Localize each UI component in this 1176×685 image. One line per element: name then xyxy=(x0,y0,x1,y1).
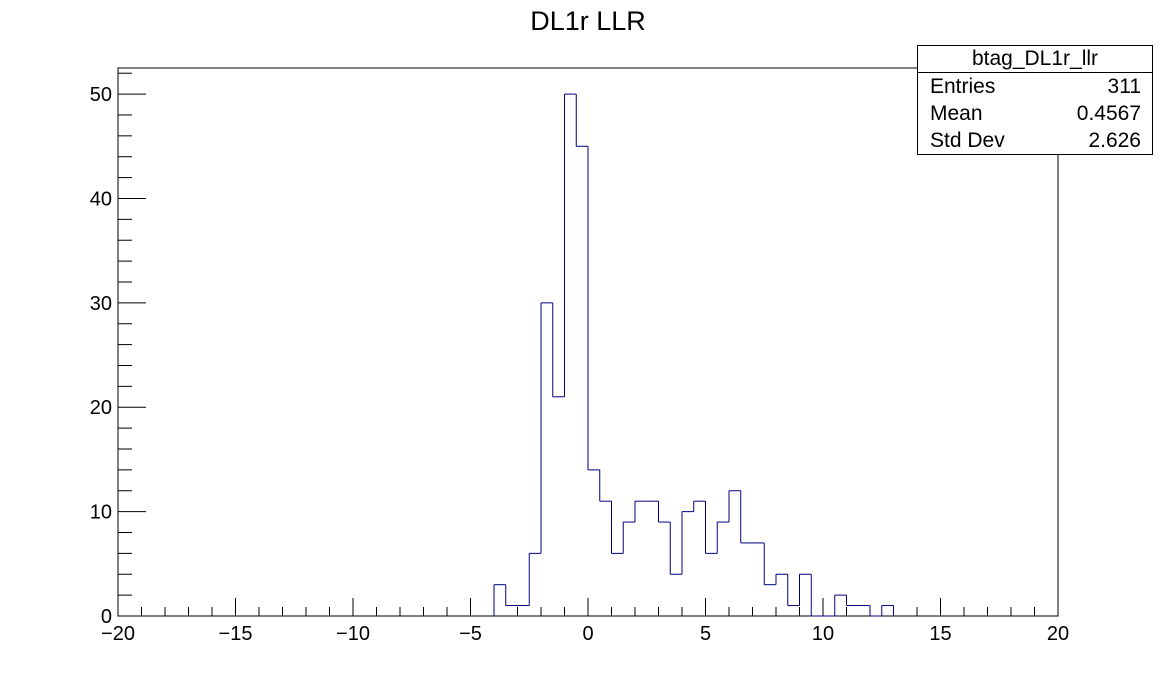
chart-title: DL1r LLR xyxy=(530,6,646,36)
stats-stddev-value: 2.626 xyxy=(1088,129,1141,152)
stats-stddev-label: Std Dev xyxy=(930,129,1005,152)
x-tick-label: 15 xyxy=(929,623,951,645)
y-tick-label: 10 xyxy=(90,502,112,524)
plot-axes: −20 −15 −10 −5 0 5 10 15 20 0 10 20 30 40 50 xyxy=(90,67,1069,645)
histogram-bars xyxy=(493,93,894,617)
y-tick-label: 0 xyxy=(101,606,112,628)
y-tick-label: 30 xyxy=(90,293,112,315)
x-tick-label: 0 xyxy=(582,623,593,645)
x-tick-label: −5 xyxy=(459,623,482,645)
stats-entries-label: Entries xyxy=(930,75,996,98)
x-tick-label: 10 xyxy=(812,623,834,645)
stats-mean-value: 0.4567 xyxy=(1076,102,1141,125)
y-tick-label: 20 xyxy=(90,397,112,419)
stats-box: btag_DL1r_llr Entries 311 Mean 0.4567 St… xyxy=(917,45,1153,155)
stats-mean-label: Mean xyxy=(930,102,983,125)
stats-box-title: btag_DL1r_llr xyxy=(918,46,1152,73)
x-tick-label: −15 xyxy=(219,623,253,645)
y-tick-label: 40 xyxy=(90,188,112,210)
x-tick-label: 20 xyxy=(1047,623,1069,645)
stats-entries-value: 311 xyxy=(1107,75,1141,98)
x-tick-label: −10 xyxy=(336,623,370,645)
stats-row-stddev: Std Dev 2.626 xyxy=(918,127,1152,154)
stats-row-mean: Mean 0.4567 xyxy=(918,100,1152,127)
stats-row-entries: Entries 311 xyxy=(918,73,1152,100)
x-tick-label: 5 xyxy=(700,623,711,645)
x-tick-label: −20 xyxy=(101,623,135,645)
y-tick-label: 50 xyxy=(90,84,112,106)
